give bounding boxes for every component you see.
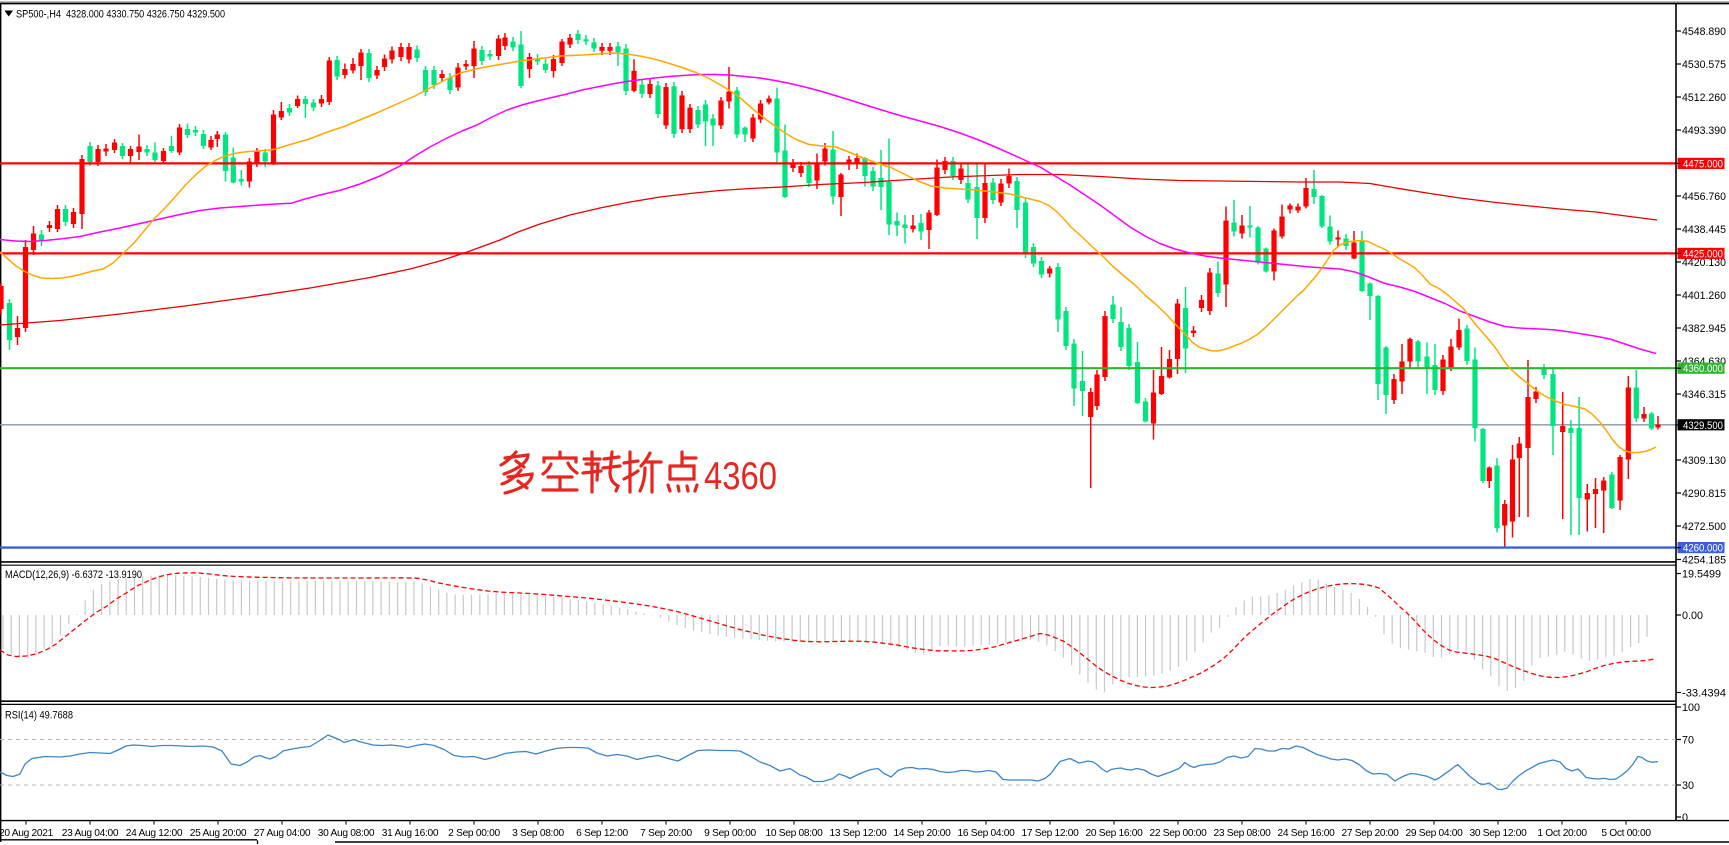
svg-text:70: 70 bbox=[1682, 735, 1694, 747]
svg-text:5 Oct 00:00: 5 Oct 00:00 bbox=[1601, 828, 1651, 839]
svg-text:MACD(12,26,9) -6.6372 -13.9190: MACD(12,26,9) -6.6372 -13.9190 bbox=[5, 569, 142, 581]
svg-text:100: 100 bbox=[1682, 702, 1700, 714]
svg-text:4425.000: 4425.000 bbox=[1683, 248, 1723, 260]
svg-text:6 Sep 12:00: 6 Sep 12:00 bbox=[576, 828, 628, 839]
svg-text:14 Sep 20:00: 14 Sep 20:00 bbox=[893, 828, 951, 839]
svg-text:4530.575: 4530.575 bbox=[1682, 59, 1726, 71]
svg-text:4475.000: 4475.000 bbox=[1683, 158, 1723, 170]
svg-text:7 Sep 20:00: 7 Sep 20:00 bbox=[640, 828, 692, 839]
svg-text:10 Sep 08:00: 10 Sep 08:00 bbox=[765, 828, 823, 839]
svg-text:RSI(14) 49.7688: RSI(14) 49.7688 bbox=[5, 710, 73, 722]
svg-text:19.5499: 19.5499 bbox=[1682, 569, 1721, 581]
svg-text:4328.000 4330.750 4326.750 432: 4328.000 4330.750 4326.750 4329.500 bbox=[66, 9, 225, 21]
svg-text:4382.945: 4382.945 bbox=[1682, 323, 1726, 335]
svg-text:30: 30 bbox=[1682, 780, 1694, 792]
svg-text:20 Sep 16:00: 20 Sep 16:00 bbox=[1085, 828, 1143, 839]
svg-text:4329.500: 4329.500 bbox=[1683, 420, 1723, 432]
svg-text:4360.000: 4360.000 bbox=[1683, 363, 1723, 375]
svg-text:0.00: 0.00 bbox=[1682, 610, 1703, 622]
svg-text:4548.890: 4548.890 bbox=[1682, 26, 1726, 38]
svg-text:27 Sep 20:00: 27 Sep 20:00 bbox=[1341, 828, 1399, 839]
svg-text:30 Aug 08:00: 30 Aug 08:00 bbox=[318, 828, 375, 839]
svg-text:4309.130: 4309.130 bbox=[1682, 455, 1726, 467]
svg-text:4420.130: 4420.130 bbox=[1682, 257, 1726, 269]
svg-text:4456.760: 4456.760 bbox=[1682, 191, 1726, 203]
svg-text:31 Aug 16:00: 31 Aug 16:00 bbox=[382, 828, 439, 839]
svg-text:4438.445: 4438.445 bbox=[1682, 224, 1726, 236]
svg-text:22 Sep 00:00: 22 Sep 00:00 bbox=[1149, 828, 1207, 839]
svg-text:4360: 4360 bbox=[704, 455, 777, 498]
svg-text:9 Sep 00:00: 9 Sep 00:00 bbox=[704, 828, 756, 839]
svg-text:30 Sep 12:00: 30 Sep 12:00 bbox=[1469, 828, 1527, 839]
svg-text:3 Sep 08:00: 3 Sep 08:00 bbox=[512, 828, 564, 839]
svg-text:4254.185: 4254.185 bbox=[1682, 555, 1726, 567]
svg-text:1 Oct 20:00: 1 Oct 20:00 bbox=[1537, 828, 1587, 839]
svg-text:4260.000: 4260.000 bbox=[1683, 543, 1723, 555]
svg-text:4346.315: 4346.315 bbox=[1682, 389, 1726, 401]
svg-text:16 Sep 04:00: 16 Sep 04:00 bbox=[957, 828, 1015, 839]
svg-text:4290.815: 4290.815 bbox=[1682, 488, 1726, 500]
svg-text:23 Sep 08:00: 23 Sep 08:00 bbox=[1213, 828, 1271, 839]
svg-text:4512.260: 4512.260 bbox=[1682, 92, 1726, 104]
svg-text:4401.260: 4401.260 bbox=[1682, 290, 1726, 302]
svg-text:4493.390: 4493.390 bbox=[1682, 125, 1726, 137]
svg-text:0: 0 bbox=[1682, 812, 1688, 824]
svg-text:SP500-,H4: SP500-,H4 bbox=[16, 9, 61, 21]
svg-text:-33.4394: -33.4394 bbox=[1682, 688, 1726, 700]
svg-text:29 Sep 04:00: 29 Sep 04:00 bbox=[1405, 828, 1463, 839]
svg-text:24 Sep 16:00: 24 Sep 16:00 bbox=[1277, 828, 1335, 839]
svg-text:2 Sep 00:00: 2 Sep 00:00 bbox=[448, 828, 500, 839]
svg-text:27 Aug 04:00: 27 Aug 04:00 bbox=[254, 828, 311, 839]
svg-text:25 Aug 20:00: 25 Aug 20:00 bbox=[190, 828, 247, 839]
svg-text:23 Aug 04:00: 23 Aug 04:00 bbox=[62, 828, 119, 839]
svg-text:20 Aug 2021: 20 Aug 2021 bbox=[0, 828, 54, 839]
svg-text:13 Sep 12:00: 13 Sep 12:00 bbox=[829, 828, 887, 839]
svg-text:17 Sep 12:00: 17 Sep 12:00 bbox=[1021, 828, 1079, 839]
svg-text:4272.500: 4272.500 bbox=[1682, 521, 1726, 533]
svg-text:24 Aug 12:00: 24 Aug 12:00 bbox=[126, 828, 183, 839]
